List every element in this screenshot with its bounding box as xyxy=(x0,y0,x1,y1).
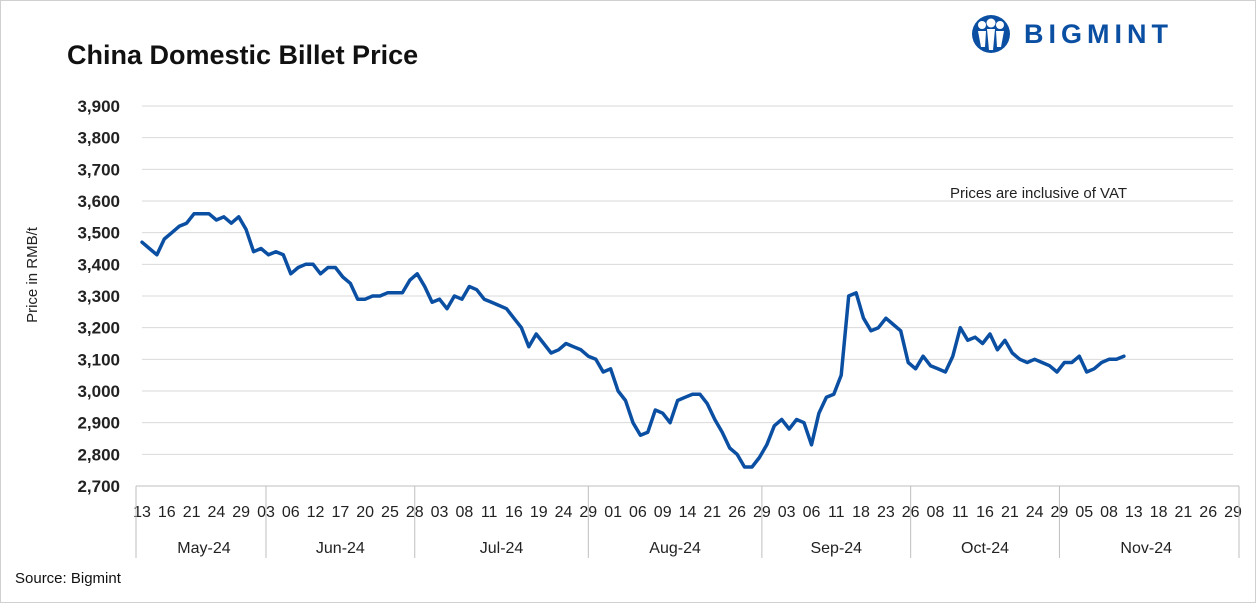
y-tick-label: 2,700 xyxy=(77,477,120,496)
x-tick-label: 29 xyxy=(232,504,250,521)
x-tick-label: 19 xyxy=(530,504,548,521)
y-tick-label: 3,300 xyxy=(77,287,120,306)
x-tick-label: 11 xyxy=(828,504,845,521)
y-tick-label: 3,000 xyxy=(77,382,120,401)
x-tick-label: 24 xyxy=(1026,504,1044,521)
y-tick-label: 2,900 xyxy=(77,414,120,433)
x-tick-label: 24 xyxy=(555,504,573,521)
x-tick-label: 16 xyxy=(158,504,176,521)
x-tick-label: 06 xyxy=(803,504,821,521)
x-tick-label: 16 xyxy=(505,504,523,521)
y-tick-label: 2,800 xyxy=(77,445,120,464)
chart-title: China Domestic Billet Price xyxy=(67,40,419,70)
x-tick-label: 13 xyxy=(133,504,151,521)
x-tick-label: 26 xyxy=(728,504,746,521)
x-tick-label: 12 xyxy=(307,504,325,521)
people-circle-logo-icon xyxy=(972,15,1010,53)
x-tick-label: 01 xyxy=(604,504,622,521)
month-label: Sep-24 xyxy=(810,540,862,557)
x-tick-label: 11 xyxy=(481,504,498,521)
month-label: Jun-24 xyxy=(316,540,365,557)
x-tick-label: 05 xyxy=(1075,504,1093,521)
y-axis-ticks: 2,700 2,800 2,900 3,000 3,100 3,200 3,300 3,400… xyxy=(77,97,120,496)
x-tick-label: 18 xyxy=(1150,504,1168,521)
x-tick-label: 08 xyxy=(1100,504,1118,521)
x-tick-label: 08 xyxy=(927,504,945,521)
x-tick-label: 21 xyxy=(1175,504,1193,521)
x-tick-label: 21 xyxy=(703,504,721,521)
y-tick-label: 3,800 xyxy=(77,129,120,148)
month-label: Oct-24 xyxy=(961,540,1009,557)
x-tick-label: 06 xyxy=(282,504,300,521)
y-tick-label: 3,500 xyxy=(77,224,120,243)
x-tick-label: 03 xyxy=(778,504,796,521)
x-tick-label: 03 xyxy=(431,504,449,521)
x-tick-label: 23 xyxy=(877,504,895,521)
x-tick-label: 11 xyxy=(952,504,969,521)
x-tick-label: 20 xyxy=(356,504,374,521)
y-tick-label: 3,400 xyxy=(77,255,120,274)
x-tick-label: 18 xyxy=(852,504,870,521)
grid xyxy=(142,105,1233,455)
y-tick-label: 3,100 xyxy=(77,350,120,369)
x-tick-label: 21 xyxy=(183,504,201,521)
bigmint-logo: BIGMINT xyxy=(966,14,1173,54)
series-line xyxy=(140,211,1126,469)
x-tick-label: 13 xyxy=(1125,504,1143,521)
y-tick-label: 3,600 xyxy=(77,192,120,211)
x-tick-label: 17 xyxy=(331,504,349,521)
y-axis-label: Price in RMB/t xyxy=(24,226,41,323)
x-tick-label: 29 xyxy=(1224,504,1242,521)
y-tick-label: 3,900 xyxy=(77,97,120,116)
x-tick-label: 14 xyxy=(679,504,697,521)
month-label: May-24 xyxy=(177,540,230,557)
x-tick-label: 08 xyxy=(455,504,473,521)
vat-annotation: Prices are inclusive of VAT xyxy=(950,185,1127,202)
x-tick-label: 09 xyxy=(654,504,672,521)
source-note: Source: Bigmint xyxy=(15,570,121,587)
x-tick-label: 24 xyxy=(207,504,225,521)
brand-name: BIGMINT xyxy=(1024,18,1173,49)
y-tick-label: 3,200 xyxy=(77,319,120,338)
month-label: Aug-24 xyxy=(649,540,701,557)
x-axis: 13 16 21 24 29 03 06 12 17 20 25 28 03 08 11 16 19 24 29 01… xyxy=(133,485,1242,558)
x-tick-label: 25 xyxy=(381,504,399,521)
x-tick-label: 16 xyxy=(976,504,994,521)
month-label: Jul-24 xyxy=(480,540,524,557)
month-label: Nov-24 xyxy=(1120,540,1172,557)
x-tick-label: 06 xyxy=(629,504,647,521)
x-tick-label: 26 xyxy=(1199,504,1217,521)
y-tick-label: 3,700 xyxy=(77,160,120,179)
x-tick-label: 21 xyxy=(1001,504,1019,521)
